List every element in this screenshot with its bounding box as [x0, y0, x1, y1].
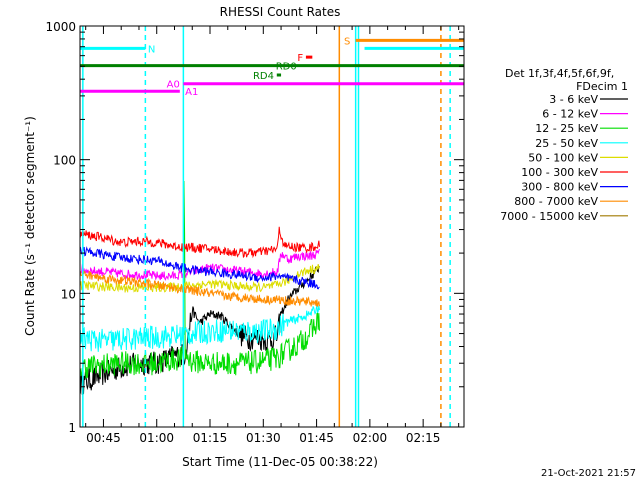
flag-label-a0: A0 [167, 80, 180, 91]
legend-entry: 300 - 800 keV [521, 181, 598, 194]
series-line-50-100-kev [79, 264, 320, 294]
x-tick-label: 00:45 [86, 431, 121, 445]
y-axis-label: Count Rate (s⁻¹ detector segment⁻¹) [23, 116, 37, 336]
flag-label-a1: A1 [185, 87, 198, 98]
chart-title: RHESSI Count Rates [220, 5, 341, 19]
legend-entry: 50 - 100 keV [528, 151, 598, 164]
legend-entry: 6 - 12 keV [542, 108, 598, 121]
footer-timestamp: 21-Oct-2021 21:57 [541, 468, 636, 479]
series-line-100-300-kev [79, 226, 320, 259]
y-tick-label: 10 [61, 287, 76, 301]
y-tick-label: 1000 [45, 20, 76, 34]
legend-header: FDecim 1 [576, 80, 628, 93]
x-tick-label: 01:45 [299, 431, 334, 445]
series-line-25-50-kev [79, 305, 320, 352]
flag-label-rd4: RD4 [253, 71, 274, 82]
legend-entry: 12 - 25 keV [535, 122, 598, 135]
x-tick-label: 01:30 [246, 431, 281, 445]
x-axis-label: Start Time (11-Dec-05 00:38:22) [182, 455, 378, 469]
x-tick-label: 01:00 [139, 431, 174, 445]
series-line-12-25-kev [79, 181, 320, 379]
legend-header: Det 1f,3f,4f,5f,6f,9f, [505, 67, 614, 80]
series-line-800-7000-kev [79, 270, 320, 307]
y-tick-label: 100 [53, 154, 76, 168]
series-line-300-800-kev [79, 246, 320, 290]
legend-entry: 7000 - 15000 keV [500, 210, 598, 223]
x-tick-label: 02:00 [353, 431, 388, 445]
flag-label-rd0: RD0 [276, 62, 297, 73]
y-tick-label: 1 [68, 421, 76, 435]
flag-label-n: N [148, 44, 155, 55]
flag-label-f: F [297, 53, 303, 64]
legend-entry: 25 - 50 keV [535, 137, 598, 150]
legend-entry: 100 - 300 keV [521, 166, 598, 179]
plot-frame [79, 25, 465, 428]
flag-label-s: S [344, 36, 350, 47]
legend-entry: 800 - 7000 keV [514, 195, 598, 208]
legend-entry: 3 - 6 keV [549, 93, 598, 106]
x-tick-label: 02:15 [406, 431, 441, 445]
x-tick-label: 01:15 [193, 431, 228, 445]
